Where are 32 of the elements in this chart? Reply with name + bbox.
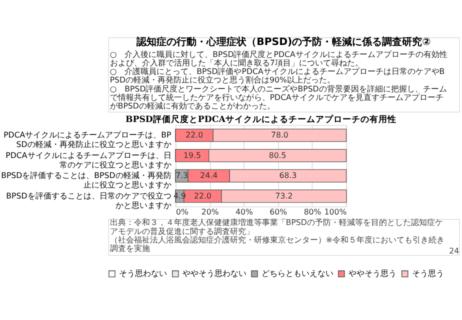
y-tick-label: BPSDを評価することは、BPSDの軽減・再発防止に役立つと思いますか	[1, 171, 172, 190]
legend-label: そう思う	[412, 269, 444, 278]
data-label: 68.3	[279, 171, 297, 180]
text: 認知症の行動・心理症状（BPSD)の予防・軽減に係る調査研究②	[136, 36, 431, 48]
data-label: 19.5	[183, 150, 201, 160]
data-label: 24.4	[200, 171, 218, 180]
data-label: 22.0	[186, 130, 204, 140]
legend-label: そう思わない	[119, 269, 168, 278]
data-label: 22.0	[194, 191, 212, 200]
y-tick-label: PDCAサイクルによるチームアプローチは、BPSDの軽減・再発防止に役立つと思いますか	[4, 130, 172, 150]
x-tick-label: 20%	[201, 208, 219, 217]
x-tick-label: 100%	[324, 208, 347, 217]
legend-label: ややそう思わない	[182, 269, 246, 278]
y-tick-label: BPSDを評価することは、日常のケアで役立つかと思いますか	[6, 191, 172, 210]
data-label: 78.0	[270, 130, 288, 140]
text: （社会福祉法人浴風会認知症介護研究・研修東京センター）※令和５年度においても引き続き調査を実施	[110, 235, 444, 254]
data-label: 73.2	[275, 191, 293, 200]
data-label: 7.3	[176, 171, 188, 180]
text: ○ BPSD評価尺度とワークシートで本人のニーズやBPSDの背景要因を詳細に把握し、チームで情報共有して統一したケアを行いながら、PDCAサイクルでケアを見直すチームアプローチがBPSDの軽減に有効であることがわかった。	[110, 84, 447, 111]
text: ○ 介入後に職員に対して、BPSD評価尺度とPDCAサイクルによるチームアプローチの有効性および、介入群で活用した「本人に聞き取る7項目」について尋ねた。	[110, 50, 448, 68]
text: ○ 介護職員にとって、BPSD評価やPDCAサイクルによるチームアプローチは日常のケアやBPSDの軽減・再発防止に役立つと思う割合は90%以上だった。	[110, 67, 445, 85]
data-label: 80.5	[268, 150, 286, 160]
x-tick-label: 0%	[176, 208, 188, 217]
x-tick-label: 40%	[236, 208, 253, 217]
x-tick-label: 60%	[270, 208, 288, 217]
legend-label: どちらともいえない	[262, 269, 334, 278]
x-tick-label: 80%	[304, 208, 322, 217]
legend-label: ややそう思う	[348, 269, 396, 278]
source-note: 出典：令和３，４年度老人保健健康増進等事業「BPSDの予防・軽減等を目的とした認知症ケアモデルの普及促進に関する調査研究」	[110, 218, 443, 236]
chart-title: BPSD評価尺度とPDCAサイクルによるチームアプローチの有用性	[125, 114, 396, 125]
y-tick-label: PDCAサイクルによるチームアプローチは、日常のケアに役立つと思いますか	[6, 150, 172, 170]
text: 24	[449, 246, 460, 256]
